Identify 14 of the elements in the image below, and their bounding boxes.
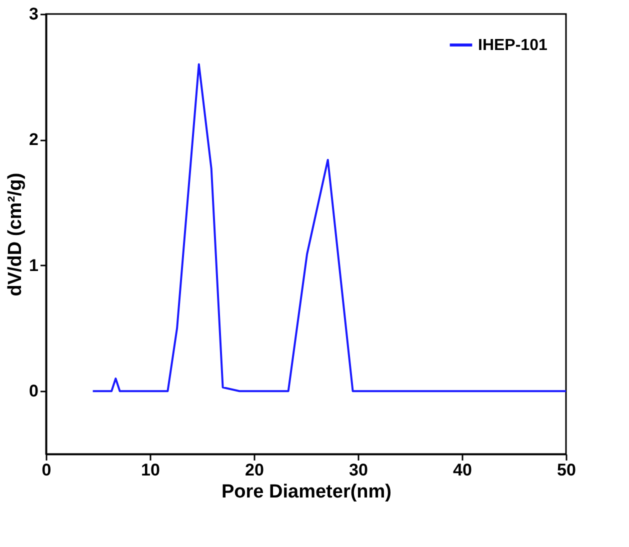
y-axis-title: dV/dD (cm²/g) xyxy=(5,172,26,296)
x-tick-label: 20 xyxy=(245,460,264,480)
y-tick-label: 2 xyxy=(29,130,38,150)
x-tick-label: 40 xyxy=(453,460,472,480)
x-tick-label: 0 xyxy=(42,460,52,480)
legend-label: IHEP-101 xyxy=(478,37,548,54)
y-tick-label: 3 xyxy=(29,4,38,24)
line-series xyxy=(92,63,567,392)
x-axis-title: Pore Diameter(nm) xyxy=(222,482,392,502)
y-tick-label: 0 xyxy=(29,382,38,401)
y-tick-label: 1 xyxy=(29,256,38,275)
x-tick-label: 30 xyxy=(349,460,368,480)
x-tick-label: 50 xyxy=(557,460,576,480)
x-tick-label: 10 xyxy=(141,460,160,480)
